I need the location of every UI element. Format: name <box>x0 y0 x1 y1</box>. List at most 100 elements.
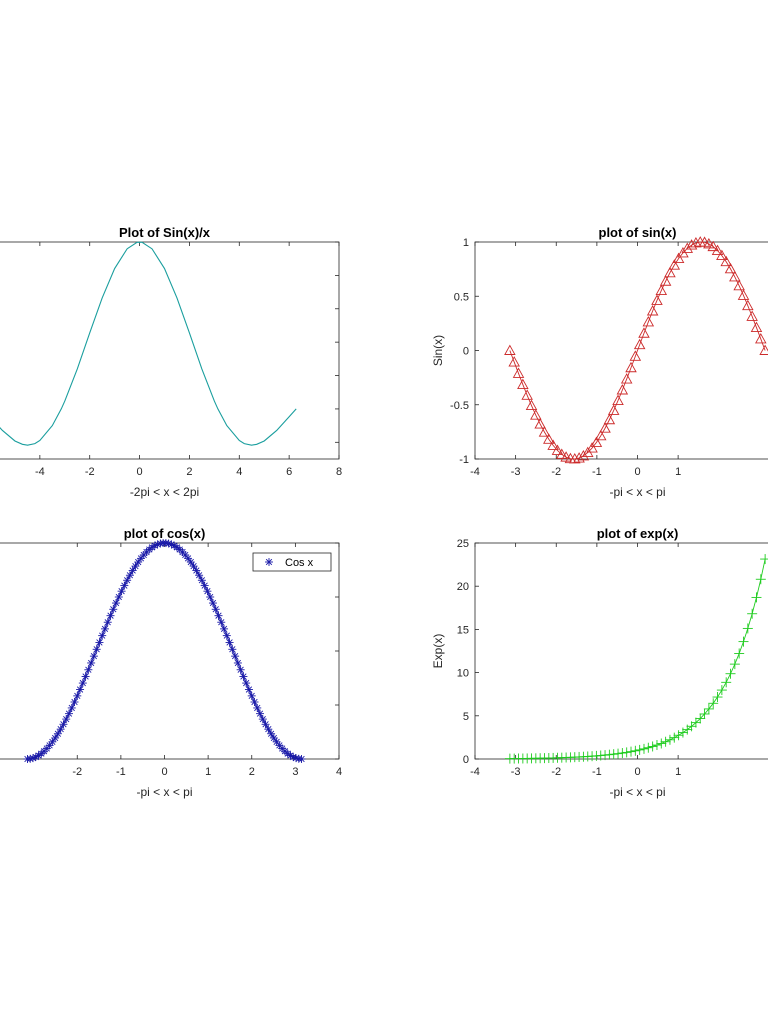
data-point-37 <box>125 571 134 580</box>
data-point-30 <box>633 338 646 350</box>
data-point-52 <box>167 540 176 549</box>
data-point-27 <box>621 747 632 758</box>
data-point-29 <box>103 618 112 627</box>
y-axis-label: Sin(x) <box>431 335 445 366</box>
data-point-38 <box>128 566 137 575</box>
data-point-18 <box>73 691 82 700</box>
data-point-21 <box>594 429 607 441</box>
axes-box <box>474 241 768 460</box>
x-tick-label: 0 <box>161 766 167 778</box>
data-point-79 <box>242 679 251 688</box>
data-point-27 <box>620 373 633 384</box>
y-tick-label: 5 <box>463 711 469 723</box>
x-tick-label: -4 <box>470 766 480 778</box>
data-point-32 <box>643 742 654 753</box>
data-point-21 <box>81 672 90 681</box>
data-point-73 <box>225 638 234 647</box>
data-point-83 <box>253 703 262 712</box>
x-axis-label: -2pi < x < 2pi <box>130 485 199 499</box>
legend-label: Cos x <box>285 557 314 569</box>
data-point-51 <box>724 262 737 274</box>
data-point-36 <box>659 275 672 286</box>
data-point-33 <box>646 305 659 316</box>
y-tick-label: 25 <box>457 538 469 550</box>
data-point-24 <box>89 652 98 661</box>
data-point-19 <box>76 685 85 694</box>
data-point-17 <box>70 698 79 707</box>
data-point-50 <box>721 677 732 688</box>
x-tick-label: -1 <box>592 466 602 478</box>
data-point-55 <box>742 299 754 311</box>
data-point-6 <box>530 409 542 420</box>
data-point-4 <box>521 389 533 400</box>
x-axis-label: -pi < x < pi <box>136 785 192 799</box>
data-point-23 <box>87 658 96 667</box>
data-point-16 <box>573 452 585 463</box>
chart-title: plot of sin(x) <box>599 225 677 240</box>
data-point-10 <box>547 439 559 450</box>
data-point-34 <box>651 740 662 751</box>
data-point-43 <box>690 717 701 728</box>
subplot-2: -4 -3 -2 -1 0 1 -1 -0.5 0 0.5 1 plot of sin(x) -pi <… <box>431 225 768 499</box>
axes-box <box>0 542 340 760</box>
data-point-65 <box>203 587 212 596</box>
data-point-51 <box>725 668 736 679</box>
x-tick-label: 2 <box>186 466 192 478</box>
data-point-52 <box>729 659 740 670</box>
data-point-23 <box>604 749 615 760</box>
x-tick-label: -4 <box>35 466 45 478</box>
data-point-legend-0 <box>265 558 273 566</box>
y-tick-label: 0 <box>463 754 469 766</box>
y-tick-label: 0.5 <box>454 291 469 303</box>
y-tick-label: 15 <box>457 624 469 636</box>
data-point-30 <box>634 744 645 755</box>
data-point-49 <box>716 249 728 261</box>
data-point-48 <box>711 244 724 255</box>
x-tick-label: 2 <box>249 766 255 778</box>
data-point-5 <box>525 399 538 411</box>
axes-box <box>0 241 340 460</box>
x-tick-label: -1 <box>116 766 126 778</box>
x-tick-label: 3 <box>292 766 298 778</box>
y-tick-label: 20 <box>457 581 469 593</box>
data-point-48 <box>712 692 723 703</box>
data-point-53 <box>734 648 745 659</box>
data-point-61 <box>192 566 201 575</box>
data-point-36 <box>660 736 671 747</box>
data-point-60 <box>189 562 198 571</box>
data-point-7 <box>534 418 546 429</box>
data-point-87 <box>264 725 273 734</box>
data-point-38 <box>668 259 681 270</box>
y-tick-label: -1 <box>459 454 469 466</box>
data-point-1 <box>508 356 520 367</box>
data-point-63 <box>197 576 206 585</box>
data-point-42 <box>685 239 698 250</box>
x-tick-label: 1 <box>205 766 211 778</box>
x-tick-label: -4 <box>470 466 480 478</box>
data-point-67 <box>208 599 217 608</box>
data-point-11 <box>551 444 564 455</box>
data-point-26 <box>95 638 104 647</box>
x-tick-label: 4 <box>336 766 342 778</box>
data-point-44 <box>695 713 706 724</box>
y-tick-label: 10 <box>457 668 469 680</box>
x-tick-label: -3 <box>511 466 521 478</box>
data-point-35 <box>655 284 668 295</box>
data-point-59 <box>760 554 768 565</box>
data-point-57 <box>751 592 762 603</box>
data-point-77 <box>236 665 245 674</box>
data-point-70 <box>217 618 226 627</box>
plot-area <box>504 554 768 764</box>
data-point-88 <box>267 729 276 738</box>
y-tick-label: -0.5 <box>450 400 469 412</box>
data-point-33 <box>647 741 658 752</box>
data-point-29 <box>629 350 642 361</box>
data-point-56 <box>746 310 758 321</box>
data-point-75 <box>231 652 240 661</box>
data-point-22 <box>84 665 93 674</box>
plot-area <box>504 236 768 464</box>
y-tick-label: 0 <box>463 346 469 358</box>
data-point-34 <box>117 587 126 596</box>
